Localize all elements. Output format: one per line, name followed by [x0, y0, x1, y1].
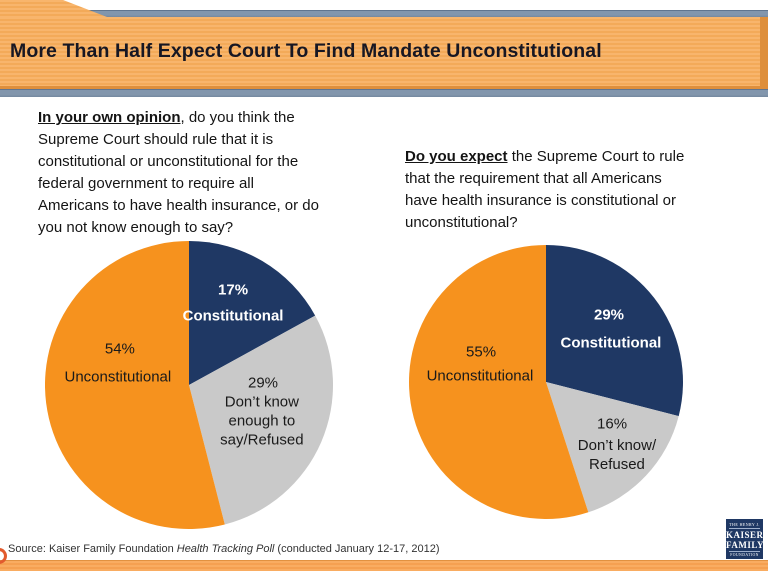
pie-slice-unconstitutional: [409, 245, 589, 519]
source-prefix: Source: Kaiser Family Foundation: [8, 543, 177, 555]
pie-chart-right: 29% Constitutional 55% Unconstitutional …: [409, 245, 683, 519]
logo-line4: FOUNDATION: [729, 551, 760, 557]
question-left-line3: constitutional or unconstitutional for t…: [38, 153, 299, 170]
pie-left-dontknow-pct: 29%: [248, 374, 279, 392]
pie-left-svg: [45, 241, 333, 529]
source-text: Source: Kaiser Family Foundation Health …: [8, 543, 439, 555]
pie-slice-constitutional: [189, 241, 316, 385]
source-suffix: (conducted January 12-17, 2012): [274, 543, 440, 555]
footer-swoosh-decoration: [0, 548, 7, 564]
pie-left-constitutional-pct: 17%: [218, 281, 249, 299]
kaiser-family-foundation-logo: THE HENRY J. KAISER FAMILY FOUNDATION: [726, 519, 765, 559]
question-left-line5: Americans to have health insurance, or d…: [38, 197, 319, 214]
pie-left-dontknow-line1: Don’t know: [224, 393, 299, 411]
question-right-line2: that the requirement that all Americans: [405, 170, 662, 187]
footer-orange-bar: [0, 560, 768, 571]
logo-line2: KAISER: [726, 530, 764, 540]
question-left-line1: In your own opinion, do you think the: [38, 107, 368, 129]
pie-right-constitutional-label: Constitutional: [560, 334, 662, 352]
question-right-line3: have health insurance is constitutional …: [405, 192, 676, 209]
question-left-line6: you not know enough to say?: [38, 219, 234, 236]
pie-right-dontknow-label: Don’t know/ Refused: [578, 436, 656, 474]
source-poll-name: Health Tracking Poll: [176, 543, 275, 555]
title-banner: More Than Half Expect Court To Find Mand…: [0, 17, 768, 89]
question-left-line4: federal government to require all: [38, 175, 254, 192]
pie-left-dontknow-label: Don’t know enough to say/Refused: [220, 393, 303, 450]
pie-slice-don-t-know-enough-to-say-refused: [189, 315, 333, 525]
question-right-lead: Do you expect: [405, 148, 508, 165]
question-right-line1: Do you expect the Supreme Court to rule: [405, 146, 745, 168]
page-title: More Than Half Expect Court To Find Mand…: [10, 40, 602, 62]
logo-line3: FAMILY: [726, 540, 765, 550]
pie-left-unconstitutional-label: Unconstitutional: [64, 368, 172, 386]
question-left-lead: In your own opinion: [38, 109, 181, 126]
pie-slice-don-t-know-refused: [546, 382, 679, 513]
pie-left-dontknow-line2: enough to: [228, 412, 296, 430]
question-left: In your own opinion, do you think the Su…: [38, 107, 368, 239]
header-top-steel-bar: [0, 10, 768, 17]
pie-right-unconstitutional-pct: 55%: [466, 343, 497, 361]
header-bottom-steel-bar: [0, 89, 768, 97]
question-right: Do you expect the Supreme Court to rule …: [405, 146, 745, 234]
pie-right-dontknow-line2: Refused: [589, 455, 645, 473]
question-right-lead-rest: the Supreme Court to rule: [507, 148, 685, 165]
pie-right-dontknow-line1: Don’t know/: [577, 436, 657, 454]
pie-right-svg: [409, 245, 683, 519]
pie-left-dontknow-line3: say/Refused: [220, 431, 304, 449]
pie-chart-left: 17% Constitutional 54% Unconstitutional …: [45, 241, 333, 529]
question-right-line4: unconstitutional?: [405, 214, 518, 231]
pie-right-unconstitutional-label: Unconstitutional: [426, 367, 534, 385]
question-left-line2: Supreme Court should rule that it is: [38, 131, 274, 148]
pie-left-constitutional-label: Constitutional: [182, 307, 284, 325]
header-corner-tab: [0, 0, 107, 17]
logo-line1: THE HENRY J.: [729, 522, 760, 529]
pie-right-constitutional-pct: 29%: [594, 306, 625, 324]
pie-slice-constitutional: [546, 245, 683, 417]
pie-left-unconstitutional-pct: 54%: [104, 340, 135, 358]
pie-slice-unconstitutional: [45, 241, 225, 529]
pie-right-dontknow-pct: 16%: [597, 415, 628, 433]
question-left-lead-rest: , do you think the: [180, 109, 295, 126]
